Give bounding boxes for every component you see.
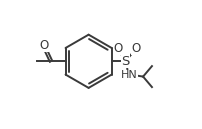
Text: HN: HN xyxy=(120,70,137,80)
Text: O: O xyxy=(130,42,140,55)
Text: O: O xyxy=(39,39,48,52)
Text: O: O xyxy=(113,42,122,55)
Text: S: S xyxy=(121,55,129,68)
